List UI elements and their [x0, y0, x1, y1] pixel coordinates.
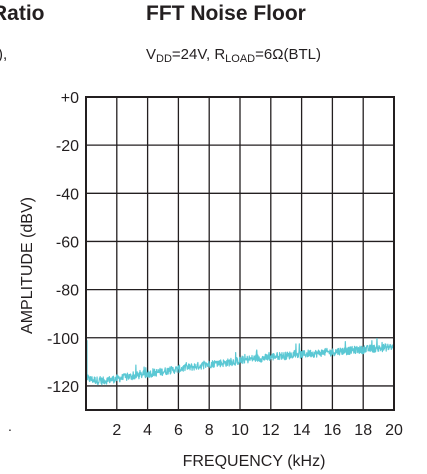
x-tick-label: 14 — [293, 422, 311, 439]
plot-frame — [85, 96, 395, 411]
grid — [86, 96, 395, 410]
y-tick-label: -40 — [56, 186, 79, 203]
left-chart-title-fragment: Ratio — [0, 2, 45, 25]
x-tick-label: 16 — [324, 422, 342, 439]
tick-labels: 2 4 6 8 10 12 14 16 18 20 +0 -20 -40 -60 -80 -100 -120 — [47, 90, 403, 439]
x-tick-label: 4 — [143, 422, 152, 439]
y-tick-label: -20 — [56, 138, 79, 155]
left-chart-condition-fragment: ), — [0, 46, 8, 63]
x-tick-label: 20 — [385, 422, 403, 439]
y-axis-title: AMPLITUDE (dBV) — [19, 197, 36, 334]
chart-title: FFT Noise Floor — [146, 2, 306, 25]
rload-symbol: R — [214, 46, 226, 63]
y-tick-label: -120 — [47, 379, 79, 396]
x-axis-title: FREQUENCY (kHz) — [183, 453, 326, 470]
vdd-symbol: V — [146, 46, 157, 63]
x-tick-label: 2 — [112, 422, 121, 439]
y-tick-label: +0 — [61, 90, 79, 107]
y-tick-label: -60 — [56, 234, 79, 251]
vdd-value: =24V, — [171, 46, 215, 63]
rload-value: =6Ω(BTL) — [255, 46, 321, 63]
noise-floor-trace — [86, 337, 395, 386]
x-tick-label: 18 — [354, 422, 372, 439]
left-chart-fragment-mark: . — [8, 418, 12, 434]
rload-subscript: LOAD — [225, 53, 256, 65]
y-tick-label: -100 — [47, 331, 79, 348]
x-tick-label: 8 — [205, 422, 214, 439]
chart-condition: VDD=24V, RLOAD=6Ω(BTL) — [146, 46, 321, 65]
x-tick-label: 12 — [262, 422, 280, 439]
x-tick-label: 6 — [174, 422, 183, 439]
vdd-subscript: DD — [156, 53, 172, 65]
x-tick-label: 10 — [231, 422, 249, 439]
y-tick-label: -80 — [56, 283, 79, 300]
